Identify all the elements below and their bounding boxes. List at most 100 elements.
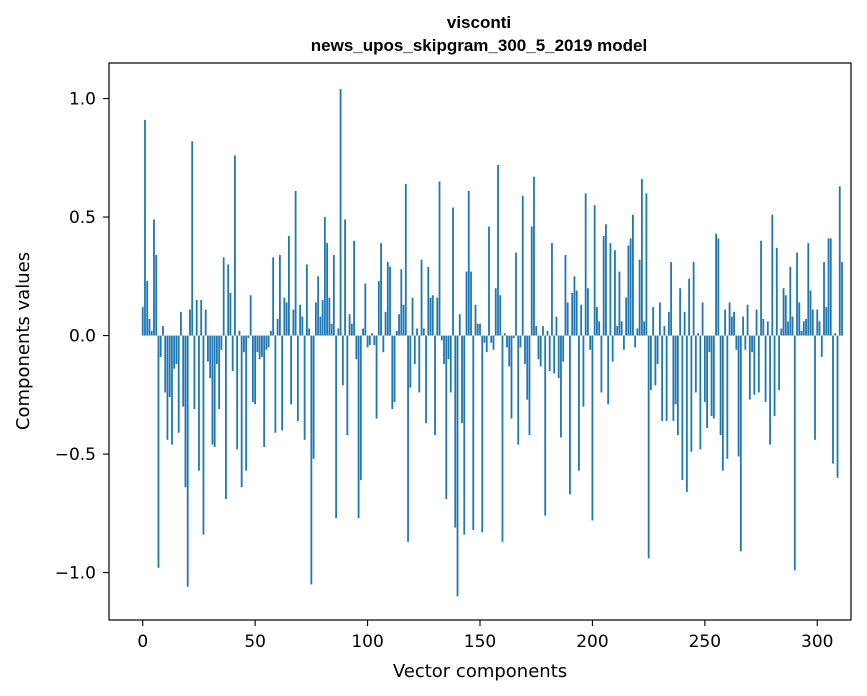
bar [782, 288, 785, 336]
bar [393, 335, 396, 402]
bar [476, 323, 479, 336]
x-tick-label: 150 [464, 632, 496, 652]
bar [404, 183, 407, 336]
y-tick: −0.5 [55, 445, 109, 465]
bar [753, 335, 756, 395]
bar [285, 302, 288, 336]
bar [328, 297, 331, 336]
bar [614, 250, 616, 336]
bar [238, 330, 241, 336]
bar [236, 335, 239, 450]
bar [204, 309, 207, 336]
bar [742, 316, 744, 336]
bar [652, 307, 655, 336]
bar [202, 335, 205, 535]
bar [560, 335, 562, 438]
bar [256, 335, 259, 353]
bar [189, 309, 191, 336]
bar [665, 335, 668, 421]
bar [470, 271, 472, 336]
bar [391, 335, 394, 410]
bar [344, 219, 346, 336]
bar [710, 335, 713, 417]
bar [173, 335, 176, 369]
bar [501, 335, 504, 542]
bar [838, 186, 841, 336]
bar [685, 335, 688, 492]
bar [261, 335, 263, 357]
bar [791, 316, 794, 336]
bar [762, 318, 765, 336]
bar [207, 335, 209, 362]
bar [580, 304, 583, 336]
bar [155, 254, 158, 336]
bar [798, 302, 801, 336]
bar [519, 335, 522, 348]
bar [800, 330, 803, 336]
bar [724, 309, 726, 336]
bar [472, 335, 475, 530]
bar [544, 335, 547, 516]
bar [341, 335, 344, 386]
bar [715, 233, 717, 336]
x-tick: 150 [464, 620, 496, 652]
bar [384, 311, 387, 336]
bar [323, 217, 326, 336]
bar [757, 335, 760, 393]
bar [485, 335, 488, 353]
bar [708, 335, 711, 353]
bar [827, 238, 830, 336]
bar [362, 328, 364, 336]
bar [436, 297, 439, 336]
bar [211, 335, 214, 445]
x-tick: 200 [576, 620, 609, 652]
bar [218, 335, 221, 410]
bar [627, 245, 630, 336]
bar [377, 281, 380, 336]
bar [649, 335, 652, 391]
bar [692, 262, 695, 336]
bar [292, 309, 295, 336]
bar [690, 335, 693, 452]
bar [294, 190, 297, 336]
bar [191, 141, 194, 336]
bar [557, 335, 560, 379]
bar [429, 297, 432, 336]
bar [620, 321, 623, 336]
bar [751, 335, 753, 353]
bar [467, 190, 470, 336]
bar [730, 316, 733, 336]
bar [773, 335, 776, 417]
bar [225, 335, 227, 500]
bar [400, 269, 403, 336]
bar [564, 254, 567, 336]
bar [607, 335, 610, 405]
bar [440, 335, 443, 341]
bar [681, 335, 684, 481]
bar [546, 330, 549, 336]
bar [823, 262, 825, 336]
y-axis-label: Components values [13, 252, 34, 430]
bar [353, 240, 355, 336]
bar [533, 176, 535, 336]
bar [807, 243, 810, 336]
bar [200, 300, 203, 336]
bar [530, 226, 533, 336]
bar [737, 335, 740, 457]
bar [474, 304, 477, 336]
bar [148, 318, 151, 336]
bar [366, 335, 369, 348]
bar [465, 271, 468, 336]
bar [596, 307, 598, 336]
bar [834, 333, 837, 336]
bar [535, 326, 538, 336]
bar [357, 335, 360, 519]
bar [386, 262, 389, 336]
bar [243, 335, 245, 353]
bar [562, 335, 565, 362]
bar [422, 328, 425, 336]
bar [168, 335, 171, 398]
bar [162, 326, 164, 336]
